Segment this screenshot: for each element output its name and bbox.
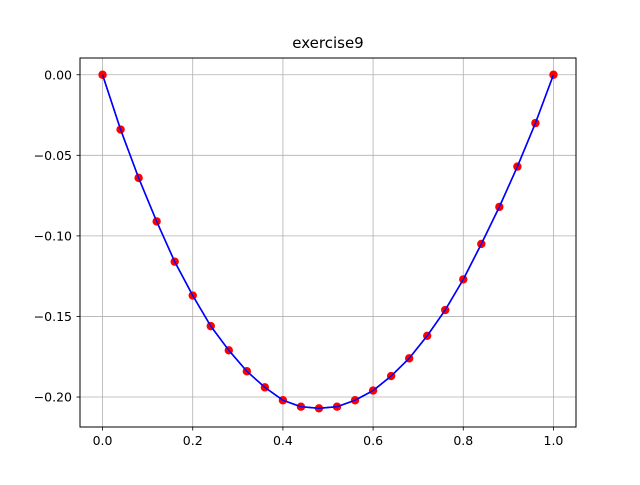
y-tick-label: 0.00 [44,67,72,82]
chart-title: exercise9 [292,34,363,52]
y-tick-label: −0.05 [34,148,72,163]
y-tick-label: −0.10 [34,228,72,243]
x-tick-label: 0.0 [93,433,113,448]
ticks: 0.0 0.2 0.4 0.6 0.8 1.0 0.00 −0.05 −0.10 −0.15 −0.… [34,67,564,448]
x-tick-label: 0.8 [453,433,473,448]
y-tick-label: −0.15 [34,309,72,324]
x-tick-label: 0.4 [273,433,293,448]
series-line-overlay [101,74,555,410]
y-tick-label: −0.20 [34,390,72,405]
x-tick-label: 1.0 [544,433,564,448]
x-tick-label: 0.2 [183,433,203,448]
x-tick-label: 0.6 [363,433,383,448]
plot-frame [79,57,577,428]
point-layer [98,70,558,413]
